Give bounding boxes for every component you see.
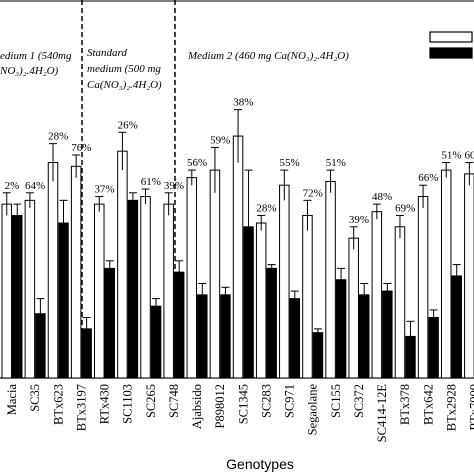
x-tick-label-16: SC414-12E — [375, 384, 389, 443]
x-tick-label-5: SC1103 — [121, 384, 135, 424]
percent-label-5: 26% — [118, 119, 138, 131]
x-tick-label-1: SC35 — [28, 384, 42, 412]
x-tick-label-2: BTx623 — [51, 384, 65, 425]
x-tick-label-8: Ajabsido — [190, 384, 204, 429]
x-tick-label-6: SC265 — [144, 384, 158, 418]
error-bars — [2, 109, 474, 352]
bar-white-15 — [348, 237, 359, 379]
bar-white-2 — [47, 162, 59, 379]
bar-white-12 — [279, 184, 290, 379]
bar-white-20 — [464, 173, 474, 379]
percent-label-15: 39% — [349, 214, 369, 226]
bar-white-16 — [371, 211, 383, 379]
percent-label-12: 55% — [279, 157, 299, 169]
percent-label-0: 2% — [5, 180, 20, 192]
bar-black-0 — [12, 214, 23, 379]
bar-white-0 — [1, 203, 12, 379]
section-label-1-line-1: edium 1 (540mg — [0, 50, 72, 62]
x-tick-label-15: SC372 — [352, 384, 366, 418]
x-tick-label-19: BTx2928 — [444, 384, 458, 431]
bar-white-1 — [24, 199, 36, 379]
bar-black-12 — [289, 298, 301, 379]
bar-white-13 — [302, 214, 313, 379]
percent-label-9: 59% — [210, 134, 230, 146]
bar-white-4 — [94, 203, 105, 379]
bar-black-18 — [428, 317, 439, 379]
bar-white-19 — [440, 169, 452, 379]
legend — [429, 31, 473, 59]
x-tick-label-17: BTx378 — [398, 384, 412, 425]
percent-label-8: 56% — [187, 157, 207, 169]
x-tick-label-12: SC971 — [283, 384, 297, 418]
bar-white-9 — [209, 169, 221, 379]
bar-black-9 — [220, 294, 231, 379]
bar-black-15 — [358, 294, 370, 379]
percent-label-17: 69% — [395, 202, 415, 214]
bar-white-11 — [255, 222, 267, 379]
bar-black-13 — [312, 332, 324, 379]
bars — [1, 135, 474, 379]
bar-black-4 — [104, 267, 116, 379]
percent-label-18: 66% — [418, 172, 438, 184]
bar-black-8 — [197, 294, 208, 379]
x-axis-title: Genotypes — [226, 456, 294, 472]
x-tick-label-3: BTx3197 — [74, 384, 88, 431]
x-tick-label-7: SC748 — [167, 384, 181, 418]
percent-label-7: 39% — [164, 180, 184, 192]
percent-label-13: 72% — [303, 187, 323, 199]
percent-label-19: 51% — [441, 150, 461, 162]
percent-label-3: 76% — [71, 142, 91, 154]
section-label-2-line-3: Ca(NO₃)₂.4H₂O) — [87, 79, 162, 91]
bar-white-18 — [417, 196, 429, 379]
percent-labels: 2% 64%28%76%37%26%61% 39%56%59%38%28%55%72… — [5, 97, 474, 226]
bar-white-17 — [394, 226, 406, 379]
bar-black-14 — [335, 279, 347, 379]
x-tick-label-20: RTx7000 — [468, 384, 474, 430]
section-labels: edium 1 (540mg NO₃)₂.4H₂O) Standard medi… — [0, 47, 349, 91]
x-tick-label-14: SC155 — [329, 384, 343, 418]
percent-label-4: 37% — [94, 184, 114, 196]
legend-swatch-white — [429, 31, 473, 43]
percent-label-2: 28% — [48, 131, 68, 143]
percent-label-11: 28% — [256, 202, 276, 214]
percent-label-14: 51% — [326, 157, 346, 169]
percent-label-1: 64% — [25, 180, 45, 192]
section-label-2-line-2: medium (500 mg — [87, 63, 161, 75]
bar-black-7 — [173, 271, 185, 379]
x-tick-label-13: Segaolane — [306, 384, 320, 436]
bar-white-5 — [117, 150, 128, 379]
percent-label-10: 38% — [233, 97, 253, 109]
bar-white-7 — [163, 203, 174, 379]
bar-black-11 — [266, 267, 277, 379]
percent-label-20: 60% — [465, 150, 474, 162]
section-label-3: Medium 2 (460 mg Ca(NO₃)₂.4H₂O) — [187, 50, 349, 62]
bar-white-14 — [325, 180, 336, 379]
x-tick-label-9: P898012 — [213, 384, 227, 428]
bar-white-10 — [232, 135, 244, 379]
bar-black-19 — [451, 275, 462, 379]
bar-black-6 — [150, 305, 162, 379]
percent-label-6: 61% — [141, 176, 161, 188]
bar-white-8 — [186, 177, 198, 379]
legend-swatch-black — [429, 47, 473, 59]
bar-black-16 — [382, 290, 393, 379]
bar-white-3 — [70, 165, 82, 379]
x-tick-labels: Macia SC35 BTx623 BTx3197 RTx430 SC1103 SC265 S… — [5, 384, 474, 443]
bar-black-2 — [58, 222, 69, 379]
percent-label-16: 48% — [372, 191, 392, 203]
x-tick-label-18: BTx642 — [421, 384, 435, 425]
x-tick-label-0: Macia — [5, 384, 19, 416]
x-tick-label-10: SC1345 — [236, 384, 250, 424]
bar-black-5 — [127, 199, 139, 379]
section-label-2-line-1: Standard — [87, 47, 127, 59]
section-label-1-line-2: NO₃)₂.4H₂O) — [0, 65, 59, 77]
x-tick-label-11: SC283 — [259, 384, 273, 418]
bar-white-6 — [140, 196, 151, 379]
x-tick-label-4: RTx430 — [98, 384, 112, 424]
